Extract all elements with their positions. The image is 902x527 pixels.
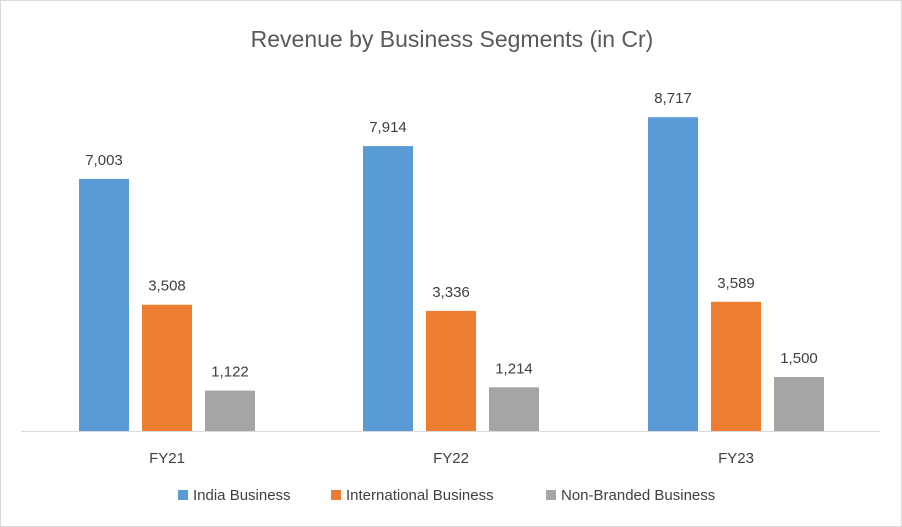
data-label-fy23-1: 3,589	[717, 275, 755, 292]
bar-fy22-india-business	[363, 146, 413, 431]
data-label-fy22-1: 3,336	[432, 284, 470, 301]
bar-fy23-international-business	[711, 301, 761, 431]
x-tick-fy22: FY22	[433, 450, 469, 467]
data-label-fy21-1: 3,508	[148, 278, 186, 295]
x-tick-labels: FY21 FY22 FY23	[149, 450, 754, 467]
legend-label-2: Non-Branded Business	[561, 487, 715, 504]
data-label-fy22-0: 7,914	[369, 119, 407, 136]
data-label-fy21-2: 1,122	[211, 364, 249, 381]
data-label-fy23-0: 8,717	[654, 90, 692, 107]
data-label-fy22-2: 1,214	[495, 360, 533, 377]
bar-fy23-india-business	[648, 117, 698, 432]
bar-fy22-non-branded-business	[489, 387, 539, 431]
bar-fy21-non-branded-business	[205, 390, 255, 431]
legend-swatch-2	[546, 490, 556, 500]
legend-swatch-0	[178, 490, 188, 500]
bar-fy21-international-business	[142, 304, 192, 431]
data-label-fy23-2: 1,500	[780, 350, 818, 367]
bar-fy21-india-business	[79, 178, 129, 431]
bar-fy23-non-branded-business	[774, 377, 824, 431]
data-label-fy21-0: 7,003	[85, 152, 123, 169]
bars-layer	[79, 117, 824, 432]
legend-label-1: International Business	[346, 487, 494, 504]
legend: India Business International Business Non-…	[178, 487, 715, 504]
chart-title: Revenue by Business Segments (in Cr)	[251, 26, 654, 52]
bar-fy22-international-business	[426, 310, 476, 431]
legend-label-0: India Business	[193, 487, 291, 504]
data-labels-layer: 7,003 3,508 1,122 7,914 3,336 1,214 8,717 3,589…	[85, 90, 818, 380]
legend-swatch-1	[331, 490, 341, 500]
x-tick-fy21: FY21	[149, 450, 185, 467]
x-tick-fy23: FY23	[718, 450, 754, 467]
